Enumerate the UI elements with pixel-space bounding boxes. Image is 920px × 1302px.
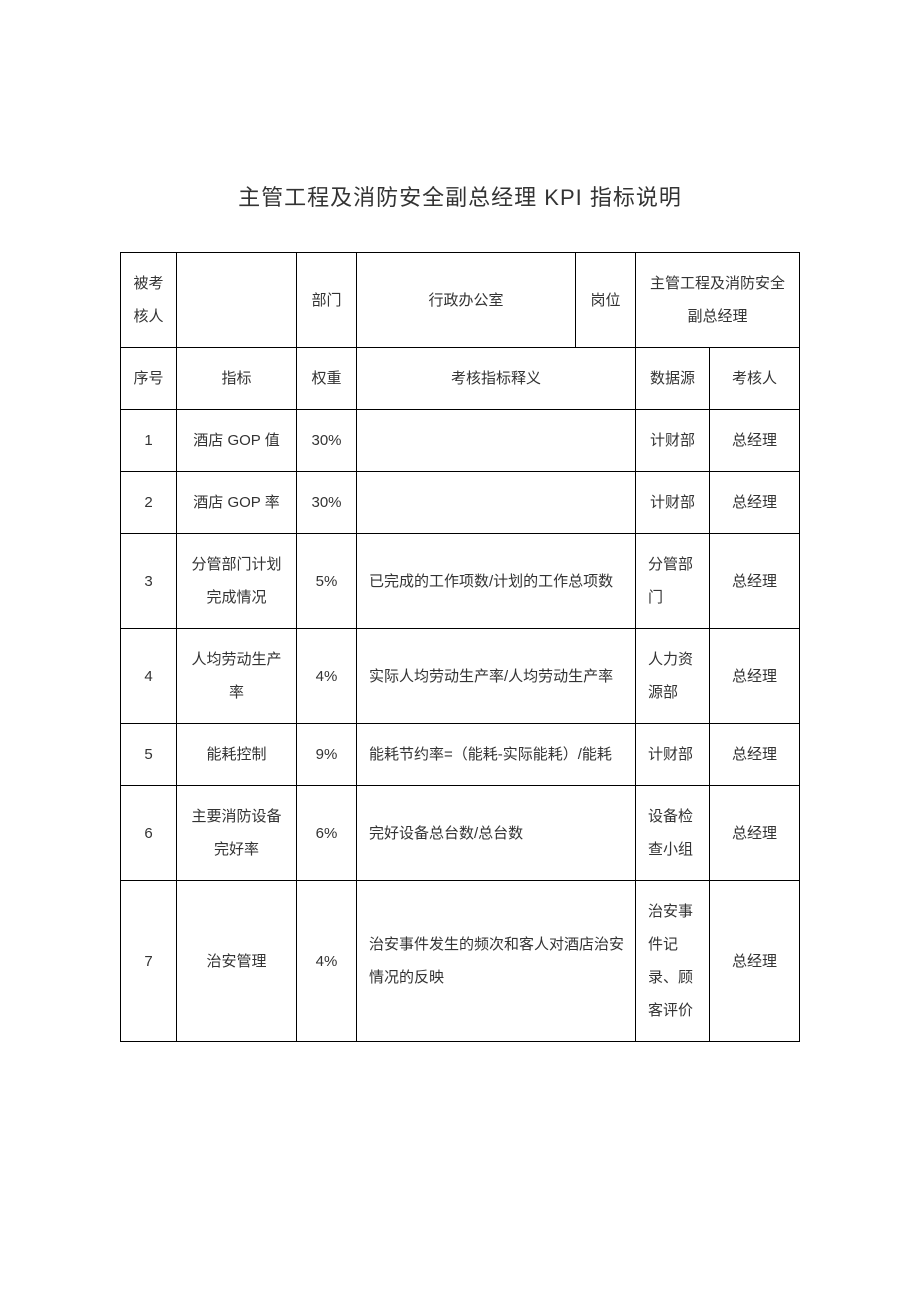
cell-source: 分管部门 [635,534,709,629]
cell-source: 人力资源部 [635,629,709,724]
cell-weight: 4% [297,629,357,724]
table-row: 6 主要消防设备完好率 6% 完好设备总台数/总台数 设备检查小组 总经理 [121,786,800,881]
cell-source: 计财部 [635,472,709,534]
cell-assessor: 总经理 [709,410,799,472]
table-row: 4 人均劳动生产率 4% 实际人均劳动生产率/人均劳动生产率 人力资源部 总经理 [121,629,800,724]
col-seq-header: 序号 [121,348,177,410]
table-row: 5 能耗控制 9% 能耗节约率=（能耗-实际能耗）/能耗 计财部 总经理 [121,724,800,786]
table-header-info-row: 被考核人 部门 行政办公室 岗位 主管工程及消防安全副总经理 [121,253,800,348]
table-row: 1 酒店 GOP 值 30% 计财部 总经理 [121,410,800,472]
cell-definition: 已完成的工作项数/计划的工作总项数 [357,534,636,629]
cell-weight: 9% [297,724,357,786]
table-row: 3 分管部门计划完成情况 5% 已完成的工作项数/计划的工作总项数 分管部门 总… [121,534,800,629]
cell-weight: 6% [297,786,357,881]
cell-assessor: 总经理 [709,534,799,629]
cell-assessor: 总经理 [709,629,799,724]
department-label: 部门 [297,253,357,348]
kpi-table: 被考核人 部门 行政办公室 岗位 主管工程及消防安全副总经理 序号 指标 权重 … [120,252,800,1042]
table-row: 2 酒店 GOP 率 30% 计财部 总经理 [121,472,800,534]
cell-seq: 5 [121,724,177,786]
col-indicator-header: 指标 [177,348,297,410]
col-weight-header: 权重 [297,348,357,410]
cell-seq: 6 [121,786,177,881]
col-assessor-header: 考核人 [709,348,799,410]
cell-indicator: 分管部门计划完成情况 [177,534,297,629]
department-value: 行政办公室 [357,253,576,348]
cell-indicator: 治安管理 [177,881,297,1042]
cell-definition: 实际人均劳动生产率/人均劳动生产率 [357,629,636,724]
cell-seq: 2 [121,472,177,534]
cell-indicator: 主要消防设备完好率 [177,786,297,881]
page-title: 主管工程及消防安全副总经理 KPI 指标说明 [120,180,800,212]
cell-definition: 完好设备总台数/总台数 [357,786,636,881]
col-source-header: 数据源 [635,348,709,410]
cell-definition [357,472,636,534]
cell-assessor: 总经理 [709,786,799,881]
position-value: 主管工程及消防安全副总经理 [635,253,799,348]
cell-definition: 治安事件发生的频次和客人对酒店治安情况的反映 [357,881,636,1042]
cell-seq: 1 [121,410,177,472]
cell-source: 设备检查小组 [635,786,709,881]
cell-weight: 30% [297,472,357,534]
cell-weight: 4% [297,881,357,1042]
cell-assessor: 总经理 [709,724,799,786]
cell-indicator: 酒店 GOP 率 [177,472,297,534]
cell-source: 计财部 [635,724,709,786]
cell-definition: 能耗节约率=（能耗-实际能耗）/能耗 [357,724,636,786]
cell-assessor: 总经理 [709,472,799,534]
cell-weight: 5% [297,534,357,629]
assessee-value [177,253,297,348]
table-column-header-row: 序号 指标 权重 考核指标释义 数据源 考核人 [121,348,800,410]
cell-seq: 7 [121,881,177,1042]
cell-source: 治安事件记录、顾客评价 [635,881,709,1042]
cell-indicator: 酒店 GOP 值 [177,410,297,472]
cell-source: 计财部 [635,410,709,472]
cell-indicator: 能耗控制 [177,724,297,786]
position-label: 岗位 [575,253,635,348]
cell-assessor: 总经理 [709,881,799,1042]
cell-seq: 3 [121,534,177,629]
cell-seq: 4 [121,629,177,724]
table-row: 7 治安管理 4% 治安事件发生的频次和客人对酒店治安情况的反映 治安事件记录、… [121,881,800,1042]
cell-definition [357,410,636,472]
cell-weight: 30% [297,410,357,472]
col-definition-header: 考核指标释义 [357,348,636,410]
assessee-label: 被考核人 [121,253,177,348]
cell-indicator: 人均劳动生产率 [177,629,297,724]
